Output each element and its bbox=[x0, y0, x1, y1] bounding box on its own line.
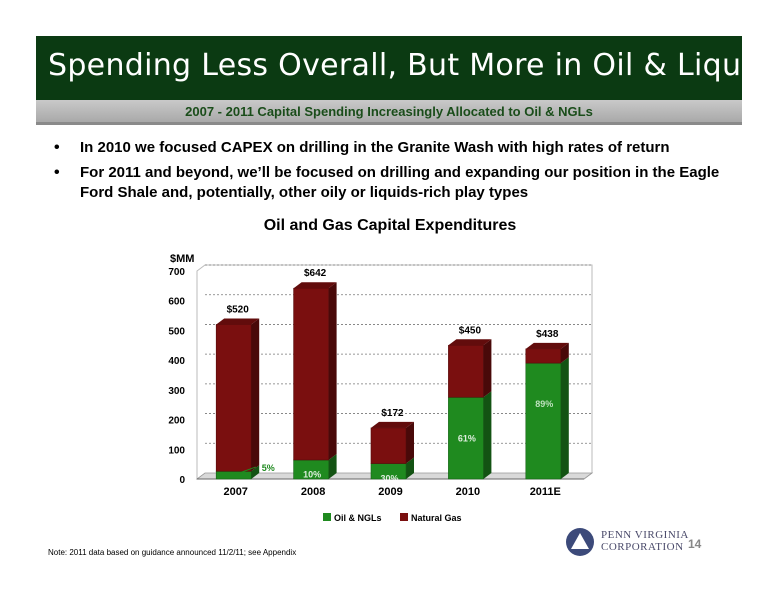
oil-ngl-bar bbox=[215, 470, 252, 480]
natural-gas-bar bbox=[293, 287, 329, 461]
natural-gas-bar-top bbox=[448, 339, 492, 346]
total-data-label: $642 bbox=[304, 268, 327, 279]
x-tick-label: 2011E bbox=[530, 486, 561, 498]
oil-ngl-bar-side bbox=[560, 357, 569, 479]
total-data-label: $172 bbox=[381, 408, 404, 419]
footnote: Note: 2011 data based on guidance announ… bbox=[48, 548, 297, 557]
y-tick-label: 500 bbox=[168, 326, 185, 337]
oil-pct-label: 5% bbox=[262, 463, 275, 473]
chart-title: Oil and Gas Capital Expenditures bbox=[263, 217, 517, 234]
pct-callout-line bbox=[233, 466, 256, 476]
natural-gas-bar-side bbox=[406, 421, 414, 464]
y-tick-label: 600 bbox=[168, 297, 185, 308]
total-data-label: $438 bbox=[536, 329, 559, 340]
y-tick-label: 700 bbox=[168, 267, 185, 278]
logo-name-line1: PENN VIRGINIA bbox=[601, 529, 689, 541]
oil-ngl-bar-side bbox=[328, 453, 337, 479]
natural-gas-bar-top bbox=[216, 318, 260, 325]
oil-ngl-bar bbox=[525, 362, 562, 480]
x-tick-label: 2009 bbox=[378, 486, 402, 498]
y-axis-unit-label: $MM bbox=[170, 253, 194, 265]
legend-swatch bbox=[323, 513, 331, 521]
page-title: Spending Less Overall, But More in Oil &… bbox=[48, 48, 776, 83]
oil-ngl-bar-side bbox=[406, 457, 414, 479]
legend-label: Oil & NGLs bbox=[334, 513, 382, 523]
natural-gas-bar bbox=[525, 348, 562, 364]
legend-swatch bbox=[400, 513, 408, 521]
title-bar: Spending Less Overall, But More in Oil &… bbox=[36, 36, 776, 100]
y-tick-label: 300 bbox=[168, 386, 185, 397]
triangle-logo-icon bbox=[566, 528, 594, 556]
natural-gas-bar-side bbox=[251, 318, 260, 472]
x-tick-label: 2010 bbox=[456, 486, 480, 498]
natural-gas-bar-side bbox=[560, 342, 569, 364]
natural-gas-bar-top bbox=[371, 421, 414, 428]
y-tick-label: 200 bbox=[168, 416, 185, 427]
bullet-item: For 2011 and beyond, we’ll be focused on… bbox=[48, 163, 738, 203]
natural-gas-bar-top bbox=[293, 282, 337, 289]
logo-name-line2: CORPORATION bbox=[601, 541, 684, 553]
oil-pct-label: 30% bbox=[380, 473, 398, 483]
company-logo: PENN VIRGINIA CORPORATION bbox=[565, 527, 688, 557]
natural-gas-bar-top bbox=[525, 342, 569, 349]
y-tick-label: 100 bbox=[168, 445, 185, 456]
natural-gas-bar bbox=[215, 324, 252, 472]
y-tick-label: 400 bbox=[168, 356, 185, 367]
page-number: 14 bbox=[688, 537, 702, 551]
page-subtitle: 2007 - 2011 Capital Spending Increasingl… bbox=[185, 104, 593, 119]
x-tick-label: 2007 bbox=[223, 486, 247, 498]
oil-pct-label: 61% bbox=[458, 433, 476, 443]
oil-ngl-bar-side bbox=[483, 391, 492, 479]
x-tick-label: 2008 bbox=[301, 486, 325, 498]
oil-pct-label: 10% bbox=[303, 469, 321, 479]
bullet-item: In 2010 we focused CAPEX on drilling in … bbox=[48, 138, 738, 158]
total-data-label: $450 bbox=[459, 325, 482, 336]
oil-pct-label: 89% bbox=[535, 399, 553, 409]
natural-gas-bar-side bbox=[483, 339, 492, 398]
natural-gas-bar bbox=[448, 344, 484, 398]
oil-ngl-bar bbox=[448, 396, 484, 480]
bullet-list: In 2010 we focused CAPEX on drilling in … bbox=[48, 138, 738, 208]
total-data-label: $520 bbox=[227, 304, 250, 315]
legend-label: Natural Gas bbox=[411, 513, 462, 523]
oil-ngl-bar-side bbox=[251, 465, 260, 479]
y-tick-label: 0 bbox=[179, 475, 185, 486]
natural-gas-bar bbox=[370, 427, 407, 464]
natural-gas-bar-side bbox=[328, 282, 337, 460]
subtitle-bar: 2007 - 2011 Capital Spending Increasingl… bbox=[36, 100, 742, 125]
